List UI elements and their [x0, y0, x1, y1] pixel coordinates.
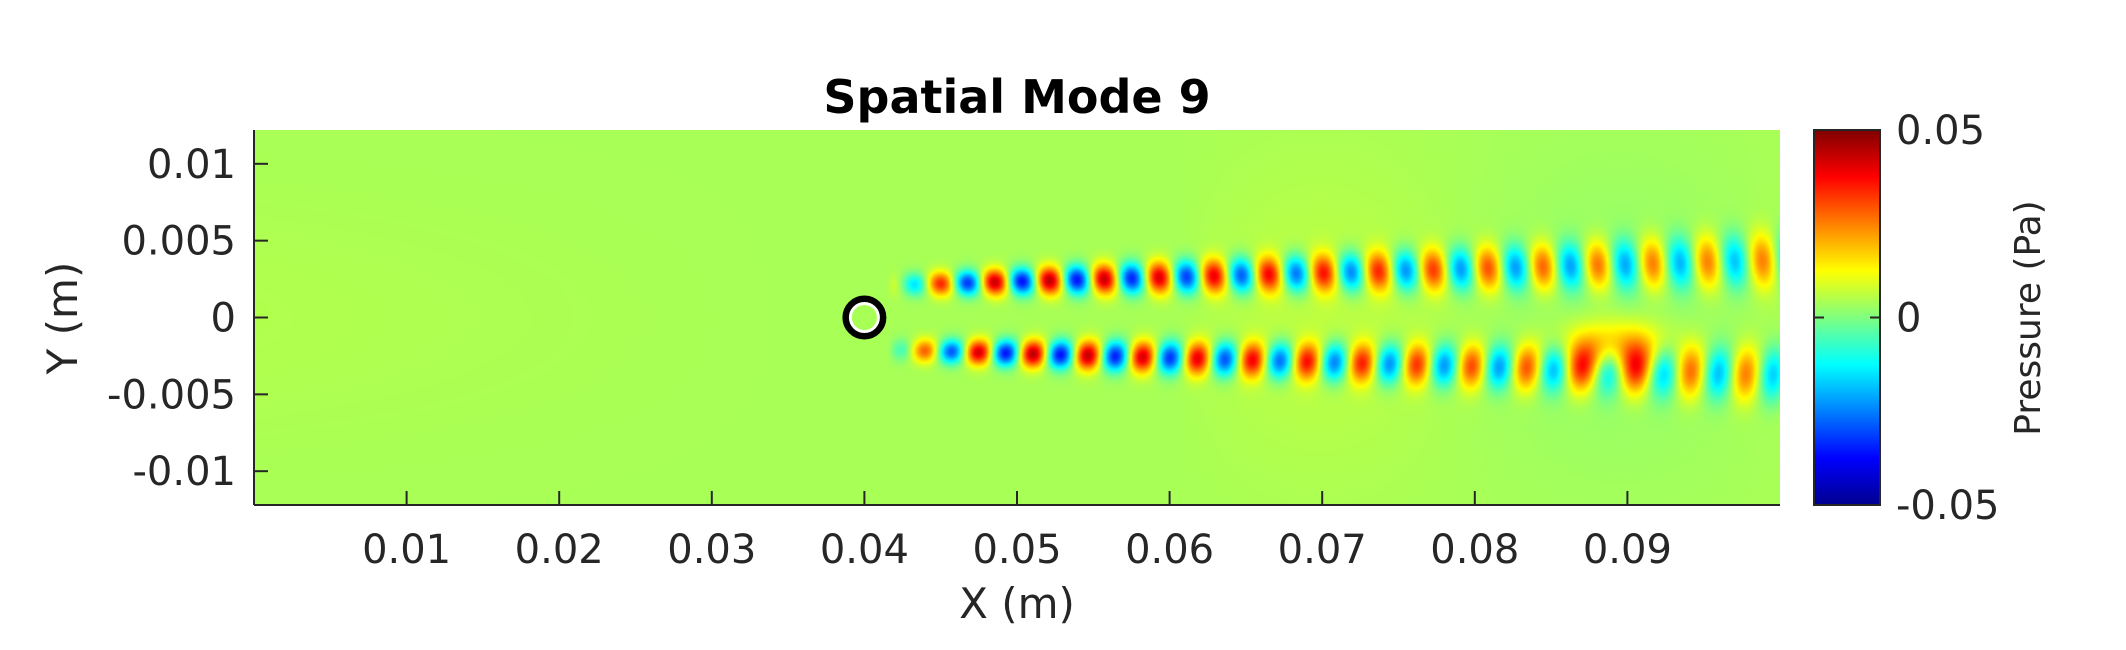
x-axis-label: X (m) [959, 579, 1075, 628]
y-tick-label: 0.005 [121, 219, 236, 265]
x-tick-group: 0.01 0.02 0.03 0.04 0.05 0.06 0.07 0.08 0.09 [362, 491, 1672, 573]
y-tick-label: 0.01 [147, 142, 236, 188]
colorbar: 0.05 0 -0.05 Pressure (Pa) [1813, 108, 2049, 529]
colorbar-label: Pressure (Pa) [2008, 200, 2049, 435]
x-tick-label: 0.07 [1278, 527, 1367, 573]
x-tick-label: 0.04 [820, 527, 909, 573]
colorbar-tick-label: -0.05 [1896, 483, 2000, 529]
x-tick-label: 0.08 [1430, 527, 1519, 573]
cylinder-inner-ring [848, 302, 880, 333]
x-tick-label: 0.02 [515, 527, 604, 573]
y-tick-label: -0.01 [133, 449, 237, 495]
pressure-field-heatmap [254, 130, 1780, 505]
cylinder-body [842, 295, 887, 340]
colorbar-tick-group: 0.05 0 -0.05 [1814, 108, 2000, 529]
x-tick-label: 0.01 [362, 527, 451, 573]
chart-title: Spatial Mode 9 [823, 70, 1210, 124]
x-tick-label: 0.03 [667, 527, 756, 573]
x-tick-label: 0.05 [972, 527, 1061, 573]
y-tick-group: 0.01 0.005 0 -0.005 -0.01 [107, 142, 268, 495]
y-tick-label: 0 [211, 296, 236, 342]
y-tick-label: -0.005 [107, 372, 236, 418]
plot-area [253, 130, 1780, 506]
x-tick-label: 0.09 [1583, 527, 1672, 573]
colorbar-tick-label: 0.05 [1896, 108, 1985, 154]
y-axis-label: Y (m) [38, 262, 87, 376]
x-tick-label: 0.06 [1125, 527, 1214, 573]
cylinder-outline [842, 295, 887, 340]
colorbar-tick-label: 0 [1896, 296, 1921, 342]
